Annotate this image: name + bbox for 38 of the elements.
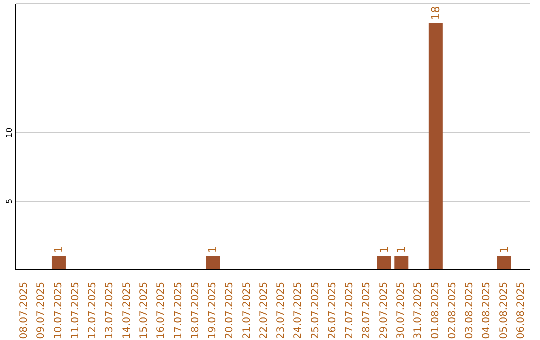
x-tick-label: 03.08.2025 (464, 282, 476, 340)
y-tick-label: 10 (5, 128, 14, 138)
x-tick-label: 05.08.2025 (498, 282, 510, 340)
x-tick-label: 31.07.2025 (413, 282, 424, 340)
x-tick-label: 04.08.2025 (482, 282, 493, 340)
x-tick-label: 11.07.2025 (70, 282, 82, 340)
data-label: 1 (498, 246, 511, 254)
x-tick-label: 16.07.2025 (156, 282, 168, 340)
data-label: 1 (206, 246, 220, 254)
data-label: 1 (378, 246, 392, 254)
x-tick-label: 21.07.2025 (242, 282, 253, 340)
x-tick-label: 12.07.2025 (88, 282, 99, 340)
x-tick-label: 19.07.2025 (208, 282, 219, 340)
data-label: 1 (52, 246, 66, 254)
x-tick-label: 14.07.2025 (122, 282, 133, 340)
x-tick-label: 20.07.2025 (224, 282, 236, 340)
x-tick-label: 30.07.2025 (396, 282, 407, 340)
x-tick-label: 15.07.2025 (139, 282, 150, 340)
x-tick-label: 24.07.2025 (293, 282, 304, 340)
y-tick-label: 5 (5, 198, 14, 204)
x-tick-label: 18.07.2025 (190, 282, 202, 340)
x-tick-label: 28.07.2025 (362, 282, 373, 340)
x-tick-label: 13.07.2025 (104, 282, 116, 340)
x-tick-label: 29.07.2025 (378, 282, 390, 340)
x-tick-label: 22.07.2025 (258, 282, 270, 340)
x-tick-label: 27.07.2025 (344, 282, 356, 340)
x-tick-label: 25.07.2025 (310, 282, 322, 340)
data-label: 18 (429, 6, 442, 20)
data-label: 1 (395, 246, 408, 254)
x-tick-label: 02.08.2025 (447, 282, 458, 340)
x-tick-label: 10.07.2025 (53, 282, 64, 340)
x-tick-label: 17.07.2025 (173, 282, 184, 340)
x-tick-label: 09.07.2025 (36, 282, 48, 340)
x-tick-label: 23.07.2025 (276, 282, 288, 340)
x-tick-label: 26.07.2025 (327, 282, 338, 340)
x-tick-label: 01.08.2025 (430, 282, 442, 340)
x-tick-label: 08.07.2025 (19, 282, 30, 340)
x-tick-label: 06.08.2025 (516, 282, 527, 340)
